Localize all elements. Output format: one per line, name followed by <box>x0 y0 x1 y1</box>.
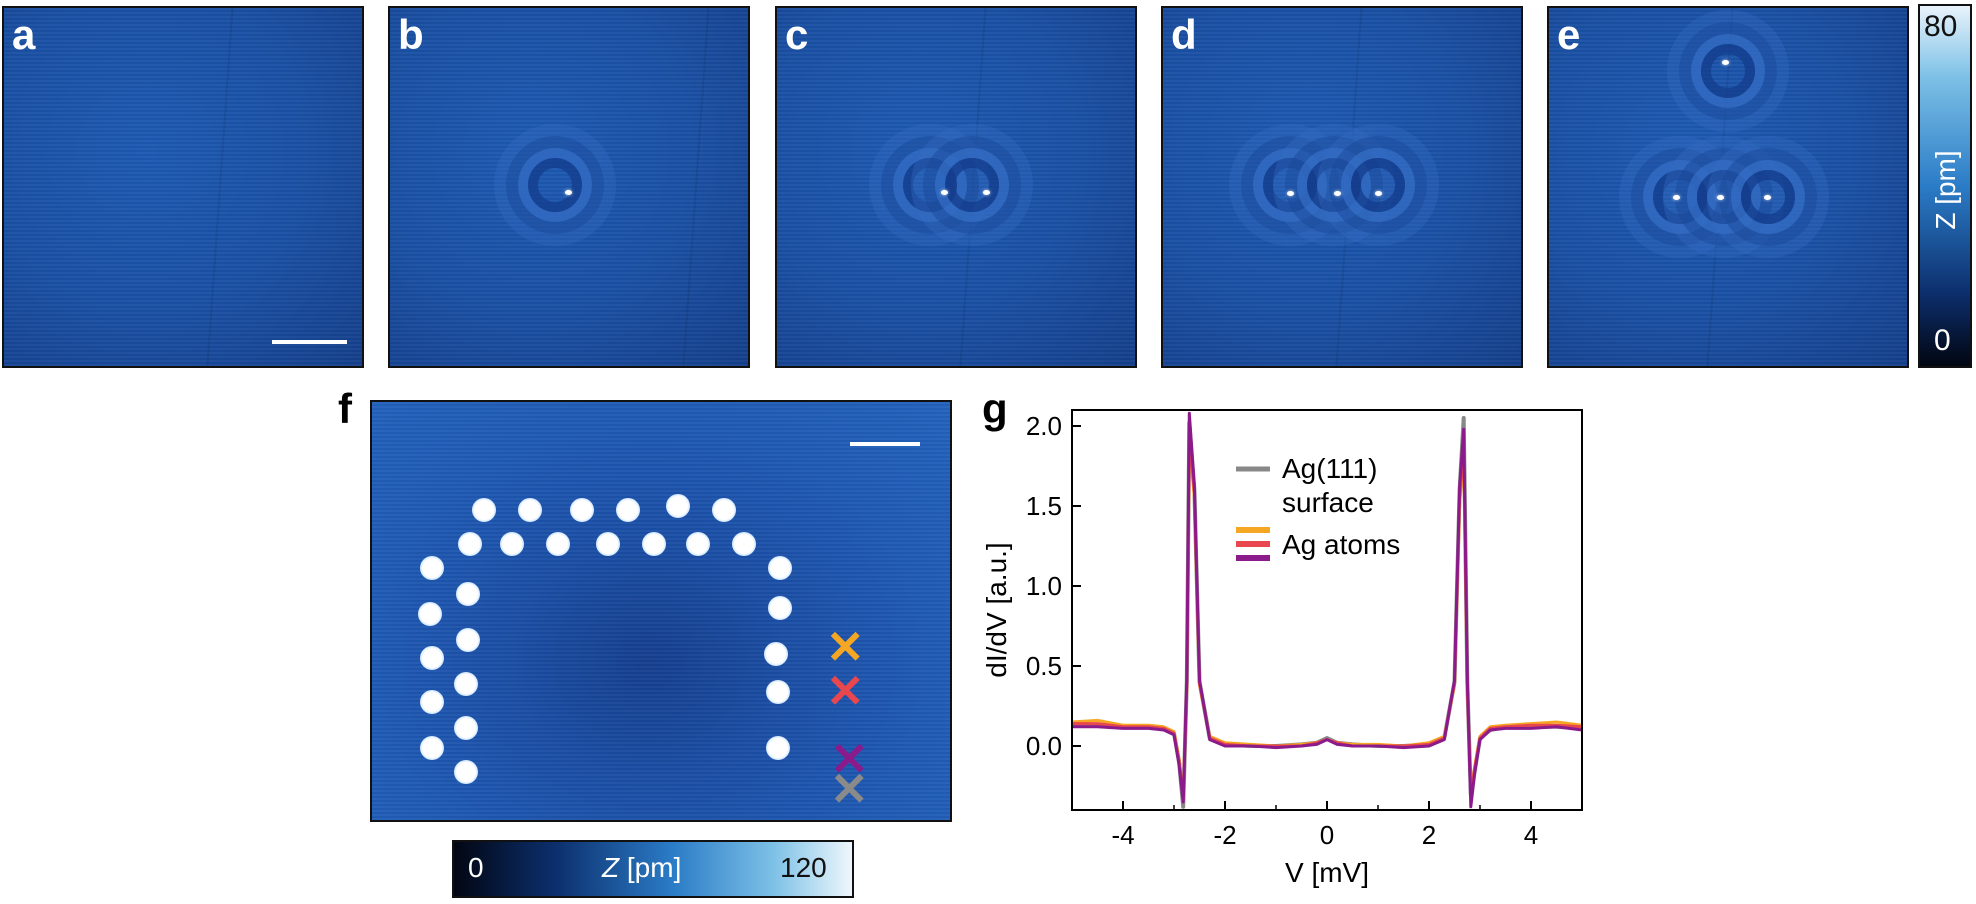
adatom <box>732 532 756 556</box>
atom-ring <box>1701 44 1755 98</box>
colorbar-max: 80 <box>1924 10 1958 43</box>
adatom <box>565 190 572 195</box>
adatom <box>518 498 542 522</box>
adatom <box>454 760 478 784</box>
adatom <box>454 716 478 740</box>
y-tick-label: 1.0 <box>1026 571 1062 601</box>
scale-bar <box>850 442 920 446</box>
marker-purple-x: ✕ <box>830 733 869 785</box>
colorbar-f-label-var: Z <box>602 852 620 883</box>
adatom <box>768 556 792 580</box>
adatom <box>472 498 496 522</box>
series-line <box>1072 411 1583 809</box>
atom-ring <box>1351 158 1405 212</box>
y-axis-label: dI/dV [a.u.] <box>981 542 1012 677</box>
stm-panel-d: d <box>1161 6 1523 368</box>
adatom <box>456 582 480 606</box>
x-axis-label: V [mV] <box>1285 857 1369 888</box>
adatom <box>1287 191 1294 196</box>
colorbar-top: 80 Z [pm] 0 <box>1918 4 1972 368</box>
x-tick-label: 0 <box>1320 820 1334 850</box>
colorbar-f-label-unit: [pm] <box>619 852 682 883</box>
atom-ring <box>1741 170 1795 224</box>
panel-label-b: b <box>398 11 424 58</box>
adatom <box>1764 195 1771 200</box>
adatom <box>666 494 690 518</box>
marker-red-x: ✕ <box>826 665 865 717</box>
adatom <box>458 532 482 556</box>
adatom <box>712 498 736 522</box>
panel-label-g: g <box>982 385 1008 432</box>
scale-bar <box>272 340 347 344</box>
adatom <box>454 672 478 696</box>
adatom <box>456 628 480 652</box>
adatom <box>420 646 444 670</box>
stm-panel-c: c <box>775 6 1137 368</box>
stm-panel-e: e <box>1547 6 1909 368</box>
x-tick-label: 4 <box>1524 820 1538 850</box>
adatom <box>1334 191 1341 196</box>
colorbar-min: 0 <box>1934 324 1951 357</box>
panel-label-a: a <box>12 11 36 58</box>
adatom <box>420 690 444 714</box>
stm-panel-f: ✕ ✕ ✕ ✕ <box>370 400 952 822</box>
adatom <box>1673 195 1680 200</box>
panel-label-d: d <box>1171 11 1197 58</box>
atom-ring <box>945 158 999 212</box>
atom-ring <box>528 158 582 212</box>
legend-label-surface-2: surface <box>1282 487 1374 518</box>
adatom <box>500 532 524 556</box>
y-tick-label: 1.5 <box>1026 491 1062 521</box>
adatom <box>616 498 640 522</box>
marker-gray-x: ✕ <box>830 763 869 815</box>
adatom <box>983 190 990 195</box>
x-tick-label: -4 <box>1111 820 1134 850</box>
adatom <box>1375 191 1382 196</box>
y-tick-label: 0.0 <box>1026 731 1062 761</box>
x-tick-label: 2 <box>1422 820 1436 850</box>
stm-panel-b: b <box>388 6 750 368</box>
x-tick-label: -2 <box>1213 820 1236 850</box>
y-tick-label: 2.0 <box>1026 411 1062 441</box>
adatom <box>768 596 792 620</box>
panel-label-f: f <box>338 385 352 432</box>
adatom <box>764 642 788 666</box>
colorbar-f-max: 120 <box>780 852 827 883</box>
adatom <box>546 532 570 556</box>
legend-label-surface: Ag(111) <box>1282 453 1377 484</box>
y-tick-label: 0.5 <box>1026 651 1062 681</box>
legend-label-atoms: Ag atoms <box>1282 529 1400 560</box>
colorbar-f-min: 0 <box>468 852 484 883</box>
adatom <box>766 680 790 704</box>
adatom <box>420 556 444 580</box>
colorbar-f-label: Z [pm] <box>602 852 681 884</box>
adatom <box>642 532 666 556</box>
adatom <box>766 736 790 760</box>
adatom <box>686 532 710 556</box>
panel-label-e: e <box>1557 11 1581 58</box>
adatom <box>420 736 444 760</box>
stm-panel-a: a <box>2 6 364 368</box>
dIdV-chart: -4 -2 0 2 4 0.0 0.5 1.0 1.5 2.0 V [mV] dI/dV [a.u.]… <box>981 409 1583 888</box>
adatom <box>1717 195 1724 200</box>
adatom <box>941 190 948 195</box>
adatom <box>1722 60 1729 65</box>
colorbar-f: 0 Z [pm] 120 <box>452 840 854 898</box>
colorbar-label: Z [pm] <box>1930 150 1961 230</box>
adatom <box>596 532 620 556</box>
adatom <box>570 498 594 522</box>
panel-label-c: c <box>785 11 809 58</box>
adatom <box>418 602 442 626</box>
marker-orange-x: ✕ <box>826 621 865 673</box>
